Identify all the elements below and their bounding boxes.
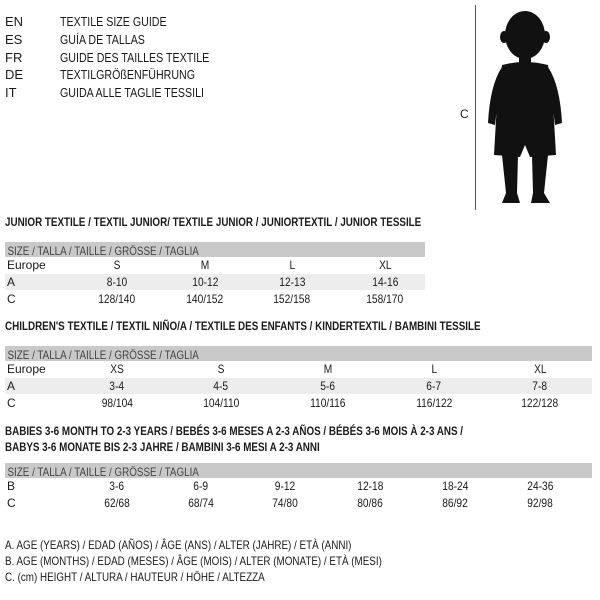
row-label: B [7, 479, 16, 493]
table-cell: XL [533, 362, 547, 376]
table-cell: 98/104 [101, 396, 133, 410]
table-cell: 152/158 [273, 292, 311, 306]
table-cell: 80/86 [357, 496, 383, 510]
legend-c: C. (cm) HEIGHT / ALTURA / HAUTEUR / HÖHE… [5, 570, 265, 584]
table-cell: XL [378, 258, 392, 272]
table-cell: 86/92 [442, 496, 468, 510]
table-row: A 3-4 4-5 5-6 6-7 7-8 [5, 378, 592, 394]
lang-code: DE [5, 67, 24, 82]
lang-title: GUÍA DE TALLAS [60, 32, 145, 47]
table-cell: 3-6 [109, 479, 125, 493]
table-cell: 5-6 [320, 379, 336, 393]
table-cell: 6-9 [193, 479, 209, 493]
row-label: A [7, 275, 16, 289]
table-cell: 4-5 [213, 379, 229, 393]
table-row: Europe S M L XL [5, 257, 425, 273]
table-cell: S [217, 362, 225, 376]
table-cell: 92/98 [527, 496, 553, 510]
table-cell: 3-4 [109, 379, 125, 393]
table-cell: 9-12 [274, 479, 296, 493]
babies-title-line1: BABIES 3-6 MONTH TO 2-3 YEARS / BEBÉS 3-… [5, 424, 464, 438]
table-cell: 10-12 [191, 275, 219, 289]
lang-title: TEXTILGRÖßENFÜHRUNG [60, 67, 196, 82]
lang-title: TEXTILE SIZE GUIDE [60, 14, 167, 29]
legend-b: B. AGE (MONTHS) / EDAD (MESES) / ÂGE (MO… [5, 554, 382, 568]
table-cell: L [431, 362, 437, 376]
children-title: CHILDREN'S TEXTILE / TEXTIL NIÑO/A / TEX… [5, 319, 481, 333]
table-cell: 12-18 [356, 479, 384, 493]
lang-code: FR [5, 50, 23, 65]
lang-title: GUIDA ALLE TAGLIE TESSILI [60, 85, 204, 100]
height-line [475, 5, 476, 210]
table-cell: 122/128 [521, 396, 559, 410]
junior-title: JUNIOR TEXTILE / TEXTIL JUNIOR/ TEXTILE … [5, 215, 422, 229]
table-row: B 3-6 6-9 9-12 12-18 18-24 24-36 [5, 478, 592, 494]
table-cell: 110/116 [310, 396, 346, 410]
row-label: Europe [7, 258, 46, 272]
row-label: C [7, 496, 16, 510]
babies-size-header: SIZE / TALLA / TAILLE / GRÖSSE / TAGLIA [5, 463, 592, 479]
row-label: A [7, 379, 16, 393]
legend-a: A. AGE (YEARS) / EDAD (AÑOS) / ÂGE (ANS)… [5, 538, 352, 552]
table-cell: M [323, 362, 333, 376]
table-cell: 68/74 [188, 496, 214, 510]
row-label: C [7, 292, 16, 306]
table-row: Europe XS S M L XL [5, 361, 592, 377]
lang-code: ES [5, 32, 23, 47]
table-cell: 62/68 [104, 496, 130, 510]
table-cell: 18-24 [441, 479, 469, 493]
table-cell: 104/110 [202, 396, 240, 410]
table-cell: 74/80 [272, 496, 298, 510]
table-cell: 128/140 [98, 292, 136, 306]
table-cell: 140/152 [186, 292, 224, 306]
table-cell: 6-7 [426, 379, 442, 393]
junior-size-header: SIZE / TALLA / TAILLE / GRÖSSE / TAGLIA [5, 242, 425, 258]
table-row: A 8-10 10-12 12-13 14-16 [5, 274, 425, 290]
lang-code: IT [5, 85, 17, 100]
row-label: C [7, 396, 16, 410]
table-row: C 98/104 104/110 110/116 116/122 122/128 [5, 395, 592, 411]
table-row: C 128/140 140/152 152/158 158/170 [5, 291, 425, 307]
height-label: C [460, 107, 469, 121]
table-cell: 158/170 [366, 292, 404, 306]
table-cell: 116/122 [415, 396, 453, 410]
children-size-header: SIZE / TALLA / TAILLE / GRÖSSE / TAGLIA [5, 346, 592, 362]
table-cell: M [200, 258, 210, 272]
table-cell: 7-8 [532, 379, 548, 393]
row-label: Europe [7, 362, 46, 376]
table-cell: XS [110, 362, 124, 376]
child-silhouette-icon [488, 11, 562, 203]
lang-code: EN [5, 14, 24, 29]
lang-title: GUIDE DES TAILLES TEXTILE [60, 50, 210, 65]
table-cell: 14-16 [371, 275, 399, 289]
table-row: C 62/68 68/74 74/80 80/86 86/92 92/98 [5, 495, 592, 511]
table-cell: L [289, 258, 295, 272]
table-cell: 12-13 [278, 275, 306, 289]
table-cell: 24-36 [526, 479, 554, 493]
table-cell: 8-10 [106, 275, 128, 289]
table-cell: S [113, 258, 121, 272]
babies-title-line2: BABYS 3-6 MONATE BIS 2-3 JAHRE / BAMBINI… [5, 440, 320, 454]
